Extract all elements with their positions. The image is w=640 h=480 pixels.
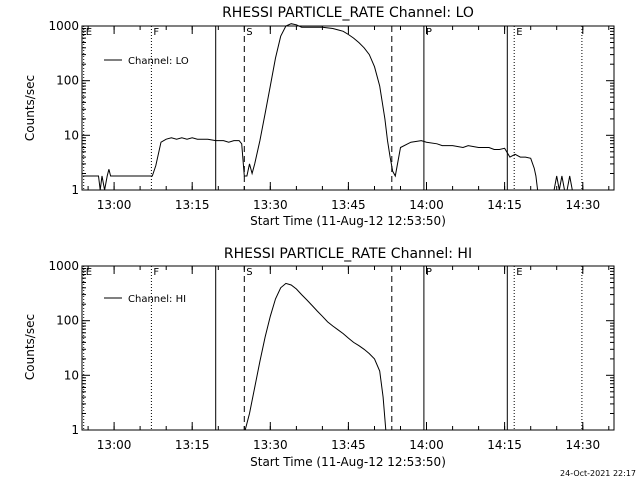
y-tick-label: 1 — [71, 183, 79, 197]
x-tick-label: 13:45 — [331, 438, 366, 452]
series-line — [244, 282, 387, 431]
chart-panel-lo: RHESSI PARTICLE_RATE Channel: LO Counts/… — [23, 5, 615, 228]
legend: Channel: LO — [104, 56, 189, 67]
x-ticks: 13:00 13:15 13:30 13:45 14:00 14:15 14:30 — [87, 266, 610, 452]
event-marker-label: E — [86, 27, 92, 38]
event-marker-label: S — [246, 267, 252, 278]
plot-frame — [81, 265, 615, 431]
event-marker-label: P — [426, 267, 432, 278]
x-tick-label: 13:15 — [175, 438, 210, 452]
series-line — [82, 23, 578, 191]
x-tick-label: 13:30 — [253, 198, 288, 212]
chart-title: RHESSI PARTICLE_RATE Channel: HI — [224, 246, 472, 262]
data-series — [244, 282, 387, 431]
y-tick-label: 100 — [56, 74, 79, 88]
x-tick-label: 14:30 — [566, 438, 601, 452]
plot-frame — [81, 25, 615, 191]
x-tick-label: 13:00 — [97, 198, 132, 212]
x-axis-label: Start Time (11-Aug-12 12:53:50) — [250, 214, 446, 228]
y-tick-label: 10 — [64, 128, 79, 142]
timestamp: 24-Oct-2021 22:17 — [560, 469, 636, 478]
x-tick-label: 13:15 — [175, 198, 210, 212]
event-marker-label: S — [246, 27, 252, 38]
y-ticks: 1 10 100 1000 — [48, 259, 614, 437]
legend-entry: Channel: LO — [128, 56, 189, 67]
y-ticks: 1 10 100 1000 — [48, 19, 614, 197]
y-tick-label: 10 — [64, 368, 79, 382]
event-marker-label: E — [516, 267, 522, 278]
legend: Channel: HI — [104, 294, 186, 305]
y-tick-label: 1000 — [48, 259, 79, 273]
x-tick-label: 13:30 — [253, 438, 288, 452]
x-ticks: 13:00 13:15 13:30 13:45 14:00 14:15 14:30 — [87, 26, 610, 212]
event-marker-label: F — [153, 27, 159, 38]
x-tick-label: 14:15 — [487, 438, 522, 452]
event-marker-label: E — [86, 267, 92, 278]
chart-title: RHESSI PARTICLE_RATE Channel: LO — [222, 5, 474, 21]
data-series — [82, 23, 578, 191]
y-axis-label: Counts/sec — [23, 75, 37, 141]
event-marker-label: P — [426, 27, 432, 38]
y-tick-label: 1 — [71, 423, 79, 437]
x-axis-label: Start Time (11-Aug-12 12:53:50) — [250, 455, 446, 469]
x-tick-label: 14:30 — [566, 198, 601, 212]
y-tick-label: 100 — [56, 314, 79, 328]
event-marker-label: F — [153, 267, 159, 278]
x-tick-label: 14:00 — [409, 438, 444, 452]
event-marker-label: E — [516, 27, 522, 38]
y-axis-label: Counts/sec — [23, 314, 37, 380]
chart-panel-hi: RHESSI PARTICLE_RATE Channel: HI Counts/… — [23, 246, 615, 469]
legend-entry: Channel: HI — [128, 294, 186, 305]
x-tick-label: 14:00 — [409, 198, 444, 212]
y-tick-label: 1000 — [48, 19, 79, 33]
x-tick-label: 13:45 — [331, 198, 366, 212]
x-tick-label: 13:00 — [97, 438, 132, 452]
x-tick-label: 14:15 — [487, 198, 522, 212]
